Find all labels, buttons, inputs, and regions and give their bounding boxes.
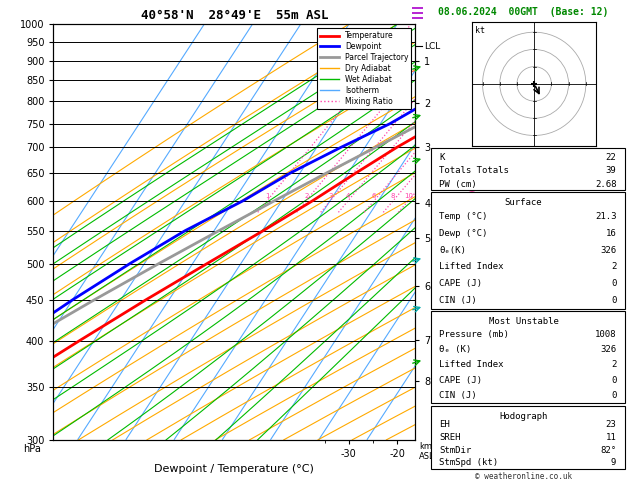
Text: θₑ (K): θₑ (K)	[440, 345, 472, 354]
Text: Lifted Index: Lifted Index	[440, 361, 504, 369]
Bar	[431, 311, 625, 403]
Text: Dewp (°C): Dewp (°C)	[440, 229, 487, 238]
Text: km
ASL: km ASL	[419, 442, 435, 461]
Text: kt: kt	[475, 26, 485, 35]
Text: 22: 22	[606, 153, 616, 162]
Text: 2: 2	[611, 361, 616, 369]
Text: 0: 0	[611, 376, 616, 385]
Title: 40°58'N  28°49'E  55m ASL: 40°58'N 28°49'E 55m ASL	[140, 9, 328, 22]
Text: SREH: SREH	[440, 433, 461, 442]
Text: 326: 326	[600, 345, 616, 354]
Text: 1008: 1008	[595, 330, 616, 339]
Text: 8: 8	[391, 192, 396, 198]
Text: 9: 9	[611, 458, 616, 467]
Text: 0: 0	[611, 296, 616, 305]
Text: 3: 3	[328, 192, 333, 198]
Text: © weatheronline.co.uk: © weatheronline.co.uk	[475, 472, 572, 481]
Text: 23: 23	[606, 420, 616, 429]
Text: Hodograph: Hodograph	[499, 412, 548, 421]
Text: 08.06.2024  00GMT  (Base: 12): 08.06.2024 00GMT (Base: 12)	[438, 7, 609, 17]
Text: CIN (J): CIN (J)	[440, 391, 477, 400]
Text: Surface: Surface	[505, 198, 542, 207]
Text: 11: 11	[606, 433, 616, 442]
Legend: Temperature, Dewpoint, Parcel Trajectory, Dry Adiabat, Wet Adiabat, Isotherm, Mi: Temperature, Dewpoint, Parcel Trajectory…	[316, 28, 411, 109]
Text: 21.3: 21.3	[595, 212, 616, 222]
Text: Pressure (mb): Pressure (mb)	[440, 330, 509, 339]
Text: 0: 0	[611, 279, 616, 288]
Text: Mixing Ratio (g/kg): Mixing Ratio (g/kg)	[469, 189, 477, 275]
Text: θₑ(K): θₑ(K)	[440, 246, 466, 255]
Text: 10: 10	[404, 192, 413, 198]
Text: 2: 2	[611, 262, 616, 272]
Text: StmSpd (kt): StmSpd (kt)	[440, 458, 498, 467]
Text: LCL: LCL	[424, 42, 440, 51]
Bar	[431, 406, 625, 469]
Text: CAPE (J): CAPE (J)	[440, 376, 482, 385]
Bar	[431, 192, 625, 309]
Text: 82°: 82°	[600, 446, 616, 454]
Text: 39: 39	[606, 166, 616, 175]
Text: K: K	[440, 153, 445, 162]
Text: StmDir: StmDir	[440, 446, 472, 454]
Text: CAPE (J): CAPE (J)	[440, 279, 482, 288]
Text: PW (cm): PW (cm)	[440, 180, 477, 189]
Text: Totals Totals: Totals Totals	[440, 166, 509, 175]
Bar	[431, 148, 625, 190]
Text: EH: EH	[440, 420, 450, 429]
Text: hPa: hPa	[23, 444, 41, 454]
Text: 4: 4	[346, 192, 350, 198]
Text: 326: 326	[600, 246, 616, 255]
Text: Most Unstable: Most Unstable	[489, 317, 559, 326]
Text: 6: 6	[372, 192, 376, 198]
Text: 0: 0	[611, 391, 616, 400]
X-axis label: Dewpoint / Temperature (°C): Dewpoint / Temperature (°C)	[154, 465, 314, 474]
Text: 2.68: 2.68	[595, 180, 616, 189]
Text: CIN (J): CIN (J)	[440, 296, 477, 305]
Text: 1: 1	[265, 192, 269, 198]
Text: 2: 2	[304, 192, 308, 198]
Text: Temp (°C): Temp (°C)	[440, 212, 487, 222]
Text: Lifted Index: Lifted Index	[440, 262, 504, 272]
Text: 16: 16	[606, 229, 616, 238]
